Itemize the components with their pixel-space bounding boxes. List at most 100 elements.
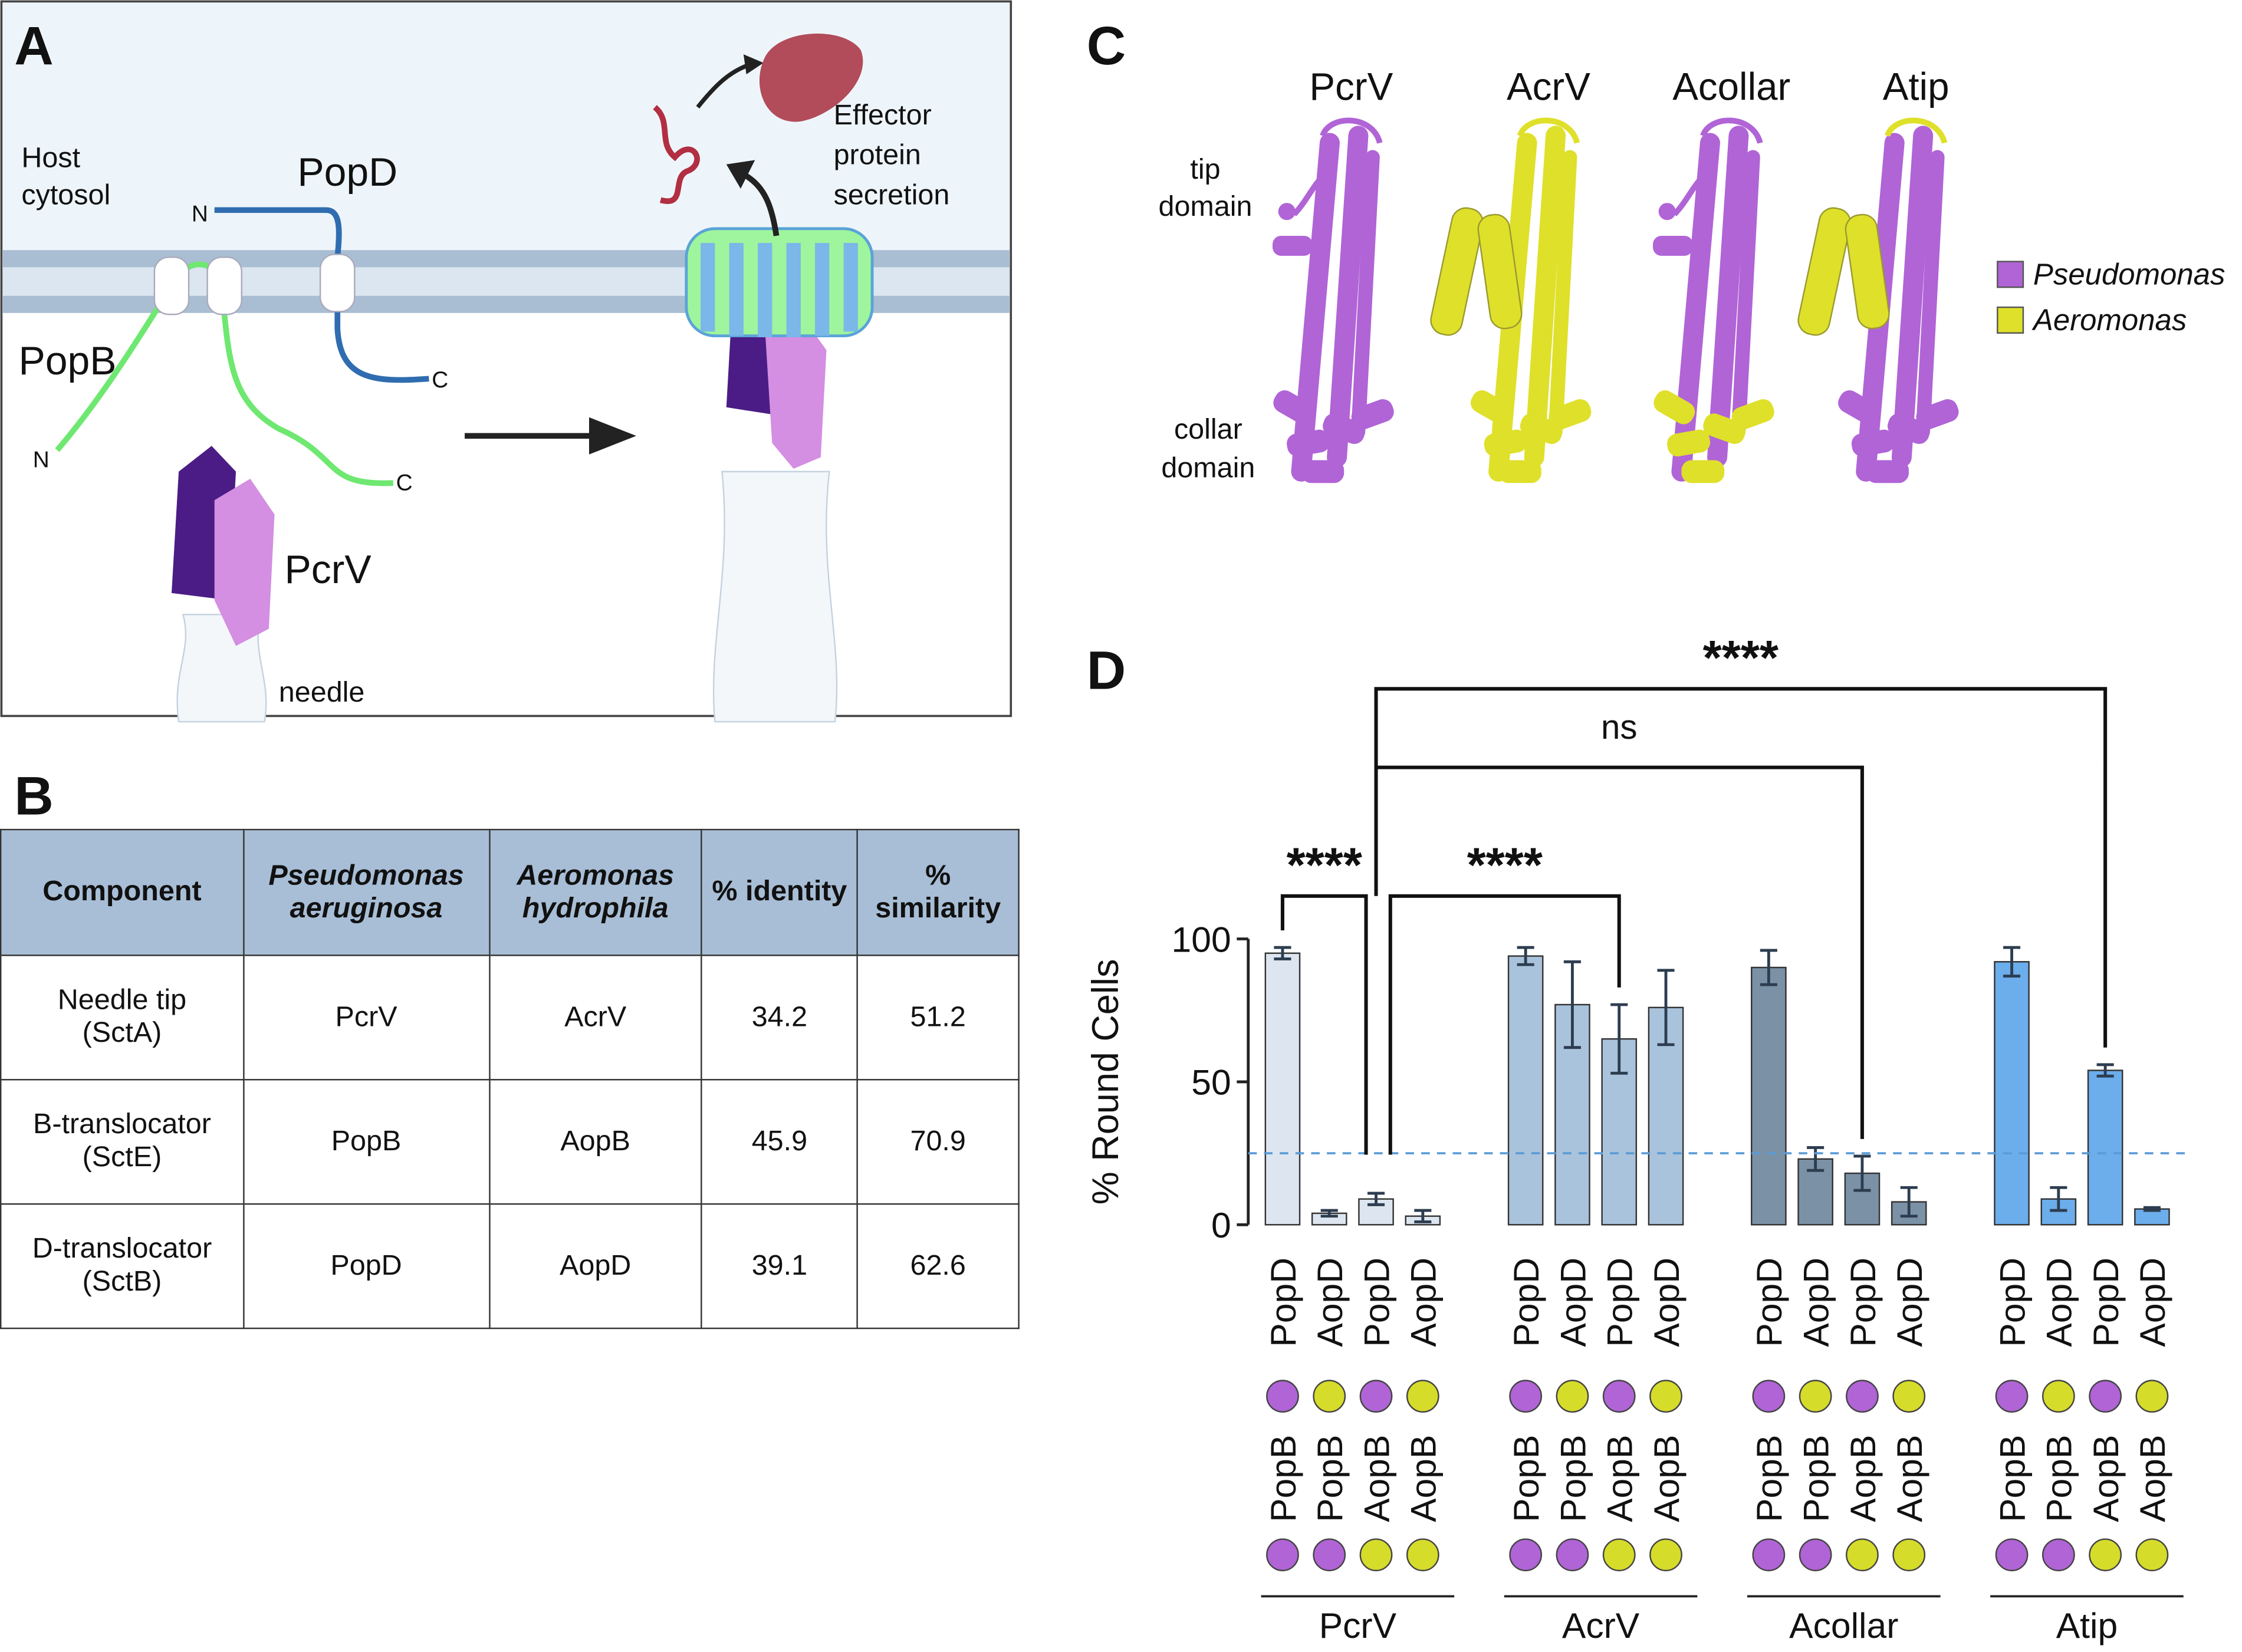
error-bar bbox=[1807, 1146, 1824, 1172]
protein-name: PcrV bbox=[1309, 65, 1393, 108]
species-dot bbox=[1266, 1380, 1299, 1413]
cylinder bbox=[1273, 390, 1315, 424]
error-bar bbox=[2003, 946, 2021, 978]
species-dot bbox=[1602, 1538, 1636, 1572]
group-label: Acollar bbox=[1789, 1605, 1898, 1646]
group-label: PcrV bbox=[1319, 1605, 1397, 1646]
error-bar bbox=[2096, 1063, 2114, 1078]
bar bbox=[1507, 955, 1544, 1226]
x-label-d: AopD bbox=[1646, 1258, 1687, 1347]
x-label-b: PopB bbox=[1992, 1435, 2032, 1522]
effector-chain bbox=[653, 105, 700, 205]
cylinder bbox=[1851, 429, 1895, 457]
loop bbox=[1700, 117, 1763, 144]
significance-bracket bbox=[1374, 765, 1864, 1139]
species-dot bbox=[1313, 1380, 1346, 1413]
table-cell: 62.6 bbox=[856, 1203, 1020, 1330]
loop bbox=[1517, 117, 1580, 144]
protein-structure bbox=[1430, 117, 1592, 483]
header-cell: % similarity bbox=[856, 828, 1020, 956]
x-label-b: AopB bbox=[2086, 1435, 2126, 1522]
cylinder bbox=[1549, 399, 1592, 430]
species-dot bbox=[1846, 1538, 1879, 1572]
table-row: B-translocator (SctE) PopB AopB 45.9 70.9 bbox=[0, 1079, 1020, 1205]
panel-d: D % Round Cells 050100PopDPopBAopDPopBPo… bbox=[1085, 631, 2188, 1646]
popd-chain bbox=[214, 207, 429, 383]
legend-label: Pseudomonas bbox=[2033, 257, 2225, 291]
species-dot bbox=[1509, 1538, 1543, 1572]
panel-label: B bbox=[14, 766, 54, 827]
x-label-b: AopB bbox=[2132, 1435, 2172, 1522]
label: protein bbox=[834, 139, 921, 171]
header-row: Component Pseudomonas aeruginosa Aeromon… bbox=[0, 828, 1020, 956]
cylinder bbox=[1470, 390, 1512, 424]
cylinder bbox=[1916, 399, 1959, 430]
species-dot bbox=[1359, 1538, 1393, 1572]
x-label-b: AopB bbox=[1600, 1435, 1640, 1522]
header-cell: % identity bbox=[701, 828, 859, 956]
header-cell: Pseudomonas aeruginosa bbox=[242, 828, 490, 956]
error-bar bbox=[1760, 949, 1777, 986]
x-label-b: AopB bbox=[1843, 1435, 1883, 1522]
label: Effector bbox=[834, 99, 932, 131]
significance-bracket bbox=[1374, 687, 2108, 1048]
significance-label: **** bbox=[1287, 838, 1362, 893]
x-label-b: AopB bbox=[1403, 1435, 1444, 1522]
table-cell: PopD bbox=[242, 1203, 490, 1330]
pore-subunits bbox=[701, 243, 858, 338]
x-label-b: PopB bbox=[1310, 1435, 1350, 1522]
effector-protein bbox=[759, 33, 863, 122]
bar bbox=[1751, 966, 1787, 1226]
species-dot bbox=[1509, 1380, 1543, 1413]
protein-name: AcrV bbox=[1507, 65, 1590, 108]
table-cell: 70.9 bbox=[856, 1079, 1020, 1205]
bar bbox=[1994, 961, 2030, 1226]
panel-a: A Host cytosol PopD N C PopB N C PcrV ne… bbox=[0, 0, 1012, 723]
x-label-d: AopD bbox=[1310, 1258, 1350, 1347]
cylinder bbox=[1484, 429, 1527, 457]
y-tick-label: 0 bbox=[1211, 1205, 1231, 1245]
species-dot bbox=[2042, 1538, 2075, 1572]
label: secretion bbox=[834, 179, 950, 211]
x-label-d: AopD bbox=[1889, 1258, 1929, 1347]
cylinder bbox=[1681, 460, 1725, 483]
cylinder bbox=[1287, 429, 1330, 457]
error-bar bbox=[1320, 1209, 1338, 1218]
protein-structure bbox=[1272, 117, 1394, 483]
x-label-d: PopD bbox=[1506, 1258, 1546, 1347]
legend-swatch bbox=[1997, 306, 2024, 334]
tm-helix bbox=[153, 256, 190, 315]
table-cell: AcrV bbox=[488, 955, 703, 1081]
species-dot bbox=[2089, 1538, 2122, 1572]
label: domain bbox=[1161, 452, 1255, 484]
protein-name: Atip bbox=[1883, 65, 1950, 108]
group-label: AcrV bbox=[1562, 1605, 1640, 1646]
cylinder bbox=[1797, 207, 1852, 336]
error-bar bbox=[1414, 1209, 1432, 1223]
table-cell: Needle tip (SctA) bbox=[0, 955, 244, 1081]
cylinder bbox=[1845, 213, 1890, 330]
species-dot bbox=[1995, 1380, 2029, 1413]
cylinder bbox=[1477, 213, 1523, 330]
x-label-d: PopD bbox=[1356, 1258, 1396, 1347]
x-label-d: PopD bbox=[1600, 1258, 1640, 1347]
cylinder bbox=[1301, 460, 1344, 483]
species-dot bbox=[1752, 1380, 1786, 1413]
error-bar bbox=[1367, 1192, 1385, 1206]
x-label-d: PopD bbox=[1263, 1258, 1303, 1347]
species-dot bbox=[2042, 1380, 2075, 1413]
helix bbox=[1707, 126, 1749, 468]
x-label-d: PopD bbox=[1843, 1258, 1883, 1347]
significance-label: **** bbox=[1467, 838, 1543, 893]
loop bbox=[1672, 169, 1712, 217]
error-bar bbox=[2050, 1186, 2067, 1212]
loop bbox=[1885, 117, 1948, 144]
y-tick-label: 50 bbox=[1191, 1062, 1231, 1103]
tm-helix bbox=[206, 256, 242, 315]
cylinder bbox=[1430, 207, 1484, 336]
x-label-b: AopB bbox=[1356, 1435, 1396, 1522]
cylinder bbox=[1731, 399, 1774, 430]
bar bbox=[2134, 1208, 2170, 1226]
panel-c: C tip domain collar domain PcrV AcrV Acoll… bbox=[1087, 15, 2225, 483]
significance-bracket bbox=[1280, 894, 1368, 1155]
